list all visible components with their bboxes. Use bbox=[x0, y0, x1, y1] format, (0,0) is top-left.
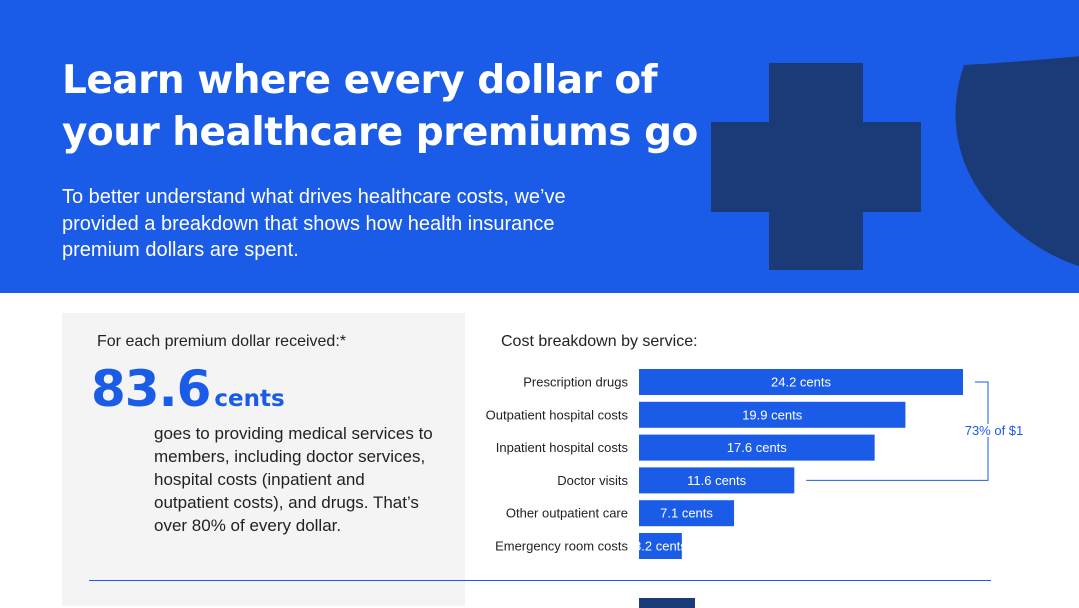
page-title: Learn where every dollar of your healthc… bbox=[62, 58, 698, 155]
category-label: Doctor visits bbox=[557, 473, 628, 488]
summary-panel bbox=[62, 313, 465, 606]
bracket-label: 73% of $1 bbox=[965, 423, 1024, 438]
next-section-bar bbox=[639, 598, 695, 608]
bar bbox=[639, 401, 906, 428]
category-label: Outpatient hospital costs bbox=[486, 407, 629, 422]
summary-big-number: 83.6 bbox=[91, 360, 211, 418]
plus-cross-icon-bar bbox=[711, 122, 921, 212]
bar bbox=[639, 500, 735, 527]
bar-value-label: 11.6 cents bbox=[687, 473, 747, 488]
cost-breakdown-chart: Prescription drugs 24.2 cents Outpatient h… bbox=[486, 369, 1025, 559]
category-label: Other outpatient care bbox=[506, 506, 628, 521]
summary-highlight: 83.6 cents bbox=[91, 360, 285, 418]
category-label: Emergency room costs bbox=[495, 539, 628, 554]
chart-title: Cost breakdown by service: bbox=[501, 333, 698, 350]
bar bbox=[639, 434, 875, 461]
bar-value-label: 19.9 cents bbox=[742, 407, 802, 422]
bar bbox=[639, 467, 795, 494]
summary-big-unit: cents bbox=[214, 386, 285, 412]
next-section-number bbox=[130, 590, 190, 608]
summary-lead: For each premium dollar received:* bbox=[97, 333, 346, 350]
section-divider bbox=[89, 580, 991, 581]
bar-value-label: 24.2 cents bbox=[771, 375, 831, 390]
bracket-line bbox=[806, 381, 989, 481]
category-label: Inpatient hospital costs bbox=[496, 440, 629, 455]
bar bbox=[639, 369, 963, 395]
shield-icon bbox=[955, 56, 1079, 267]
bar-value-label: 17.6 cents bbox=[727, 440, 787, 455]
intro-text: To better understand what drives healthc… bbox=[62, 186, 566, 261]
summary-description: goes to providing medical services to me… bbox=[154, 424, 433, 535]
bar bbox=[639, 533, 682, 559]
hero-banner: Learn where every dollar of your healthc… bbox=[0, 0, 1079, 293]
category-label: Prescription drugs bbox=[523, 375, 628, 390]
bar-value-label: 7.1 cents bbox=[660, 506, 713, 521]
bar-value-label: 3.2 cents bbox=[634, 539, 687, 554]
